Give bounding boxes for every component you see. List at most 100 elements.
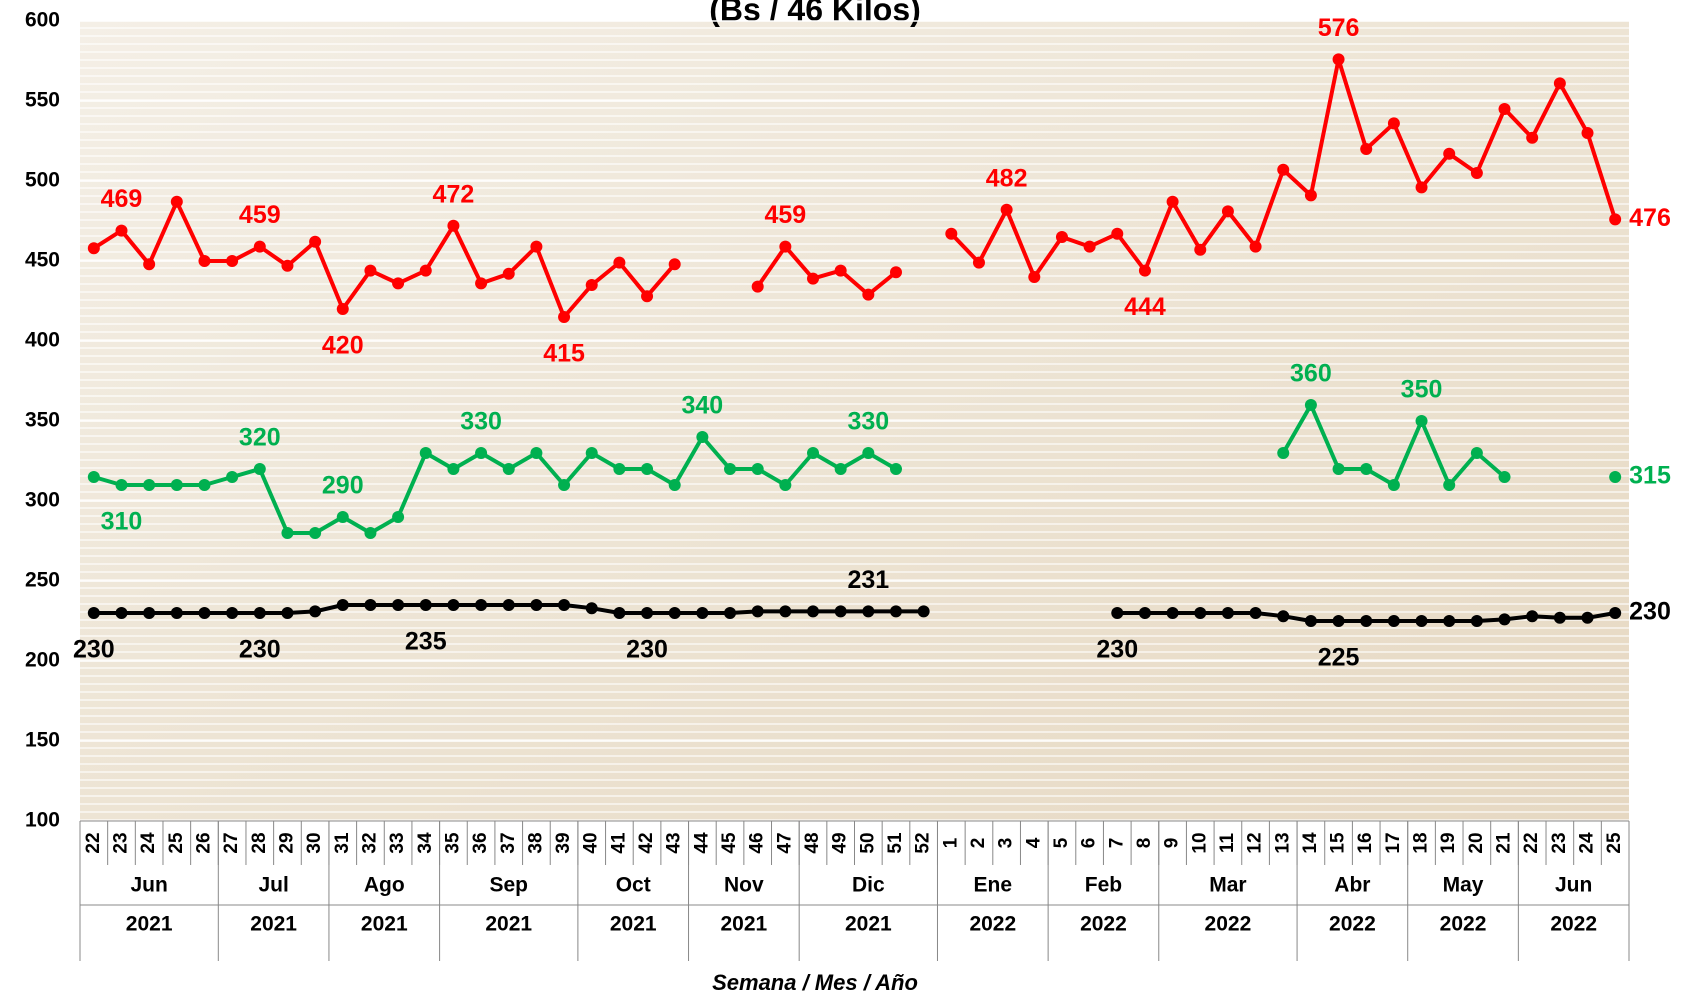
data-point [336,599,349,611]
data-point [751,463,764,475]
data-point [1055,231,1068,243]
data-label: 469 [101,185,143,213]
data-point [862,605,875,618]
data-point [336,303,349,315]
data-point [613,256,626,269]
data-point [475,599,488,611]
data-point [419,599,432,611]
data-point [613,463,626,475]
x-tick-label: 15 [1328,832,1349,854]
x-tick-label: 42 [636,832,657,853]
data-point [1470,615,1483,627]
x-tick-label: 18 [1411,832,1432,853]
x-tick-label: 23 [111,832,132,853]
data-point [751,605,764,618]
data-point [1111,607,1124,619]
data-label: 415 [543,340,585,368]
x-tick-label: 13 [1272,832,1293,853]
x-tick-label: 22 [83,832,104,853]
data-point [945,227,958,240]
data-point [1332,615,1345,627]
data-point [1304,615,1317,627]
data-point [889,266,902,279]
data-point [253,463,266,475]
x-tick-label: 28 [249,832,270,853]
data-point [1498,613,1511,626]
data-point [1415,615,1428,627]
data-label: 290 [322,472,364,500]
data-point [281,607,294,619]
x-tick-label: 21 [1494,832,1515,854]
x-tick-label: 8 [1134,838,1155,849]
data-point [724,463,737,475]
x-tick-label: 9 [1162,838,1183,849]
data-label: 225 [1318,644,1360,672]
data-point [889,463,902,475]
data-point [364,599,377,611]
data-point [87,607,100,619]
data-label: 320 [239,424,281,452]
x-tick-label: 50 [857,832,878,853]
data-point [807,447,820,459]
month-label: Jun [1555,874,1592,897]
data-point [530,447,543,459]
data-point [87,471,100,483]
x-tick-label: 46 [747,832,768,853]
x-tick-label: 52 [913,832,934,853]
x-tick-label: 26 [193,832,214,853]
data-point [834,463,847,475]
year-label: 2021 [610,913,657,936]
data-point [419,447,432,459]
x-tick-label: 4 [1023,837,1044,848]
data-point [309,235,322,248]
data-point [530,240,543,253]
data-point [198,607,211,619]
data-point [170,195,183,208]
data-label: 350 [1401,376,1443,404]
data-point [309,605,322,618]
data-point [1000,203,1013,216]
data-point [862,447,875,459]
data-point [558,599,571,611]
data-point [115,224,128,237]
data-point [1221,607,1234,619]
month-label: Dic [852,874,885,897]
data-point [1387,479,1400,491]
y-tick-label: 400 [25,329,60,352]
data-point [668,258,681,271]
year-label: 2021 [361,913,408,936]
y-tick-label: 500 [25,169,60,192]
year-label: 2022 [1550,913,1597,936]
data-point [143,479,156,491]
data-label: 444 [1124,293,1166,321]
data-label: 230 [239,636,281,664]
data-point [1360,463,1373,475]
x-tick-label: 36 [470,832,491,853]
x-tick-label: 49 [830,832,851,853]
data-point [115,479,128,491]
x-tick-label: 41 [608,832,629,854]
data-point [226,607,239,619]
data-point [1387,117,1400,130]
x-tick-label: 32 [359,832,380,853]
data-point [696,431,709,443]
data-label: 472 [433,180,475,208]
data-label: 235 [405,628,447,656]
x-tick-label: 16 [1355,832,1376,853]
data-point [1581,127,1594,139]
data-point [364,527,377,539]
data-point [253,607,266,619]
x-tick-label: 33 [387,832,408,853]
year-label: 2021 [845,913,892,936]
data-point [115,607,128,619]
data-point [281,259,294,272]
data-point [668,607,681,619]
x-tick-label: 40 [581,832,602,853]
y-tick-label: 350 [25,409,60,432]
data-point [641,290,654,303]
x-tick-label: 39 [553,832,574,853]
data-point [1332,53,1345,66]
data-point [1443,615,1456,627]
month-label: Mar [1209,874,1246,897]
